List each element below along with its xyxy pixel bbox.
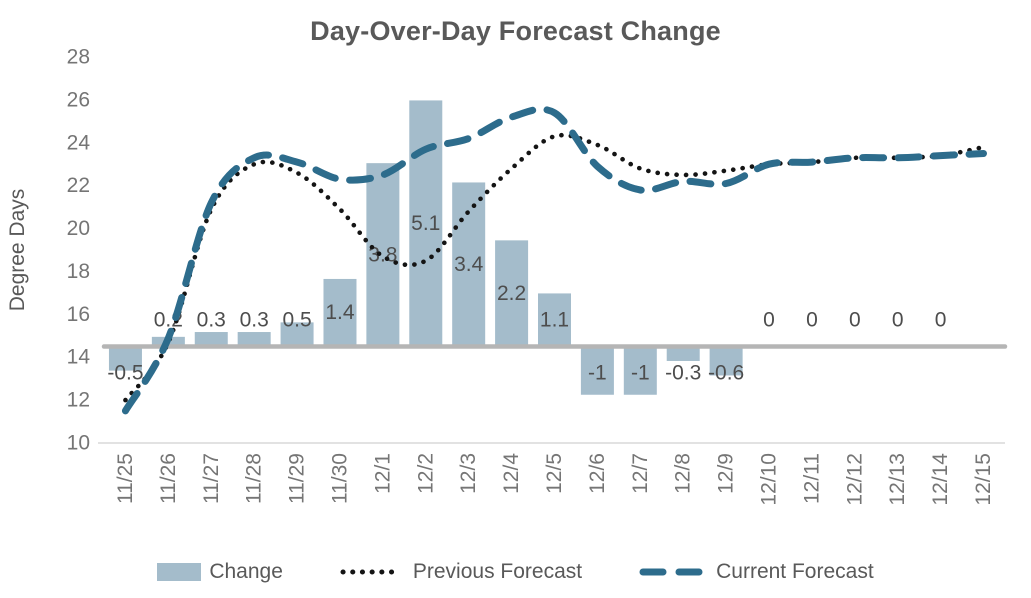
x-tick-label: 12/14 bbox=[929, 453, 952, 506]
change-bar bbox=[194, 332, 228, 347]
y-tick-label: 16 bbox=[67, 303, 90, 326]
bar-data-label: 2.2 bbox=[497, 282, 526, 305]
bar-data-label: 1.4 bbox=[325, 301, 355, 324]
bar-data-label: -0.3 bbox=[665, 362, 701, 385]
bar-data-label: 3.4 bbox=[454, 253, 484, 276]
bar-data-label: 0 bbox=[935, 309, 947, 332]
bar-data-label: 0.3 bbox=[197, 309, 226, 332]
change-bar bbox=[409, 100, 443, 347]
bar-data-label: -1 bbox=[588, 362, 607, 385]
x-tick-label: 12/7 bbox=[629, 453, 652, 494]
legend-item-current-forecast[interactable]: Current Forecast bbox=[638, 560, 874, 584]
legend-label-previous-forecast: Previous Forecast bbox=[412, 560, 583, 583]
x-tick-label: 12/2 bbox=[414, 453, 437, 494]
change-bar bbox=[709, 346, 743, 376]
x-tick-label: 12/10 bbox=[758, 453, 781, 506]
y-tick-label: 18 bbox=[67, 260, 90, 283]
bar-data-label: 0 bbox=[806, 309, 818, 332]
y-tick-label: 10 bbox=[67, 432, 90, 455]
bar-data-label: 0.5 bbox=[282, 309, 311, 332]
y-tick-label: 28 bbox=[67, 46, 90, 69]
x-tick-label: 12/4 bbox=[500, 453, 523, 494]
previous-forecast-line bbox=[123, 132, 986, 403]
x-tick-label: 12/8 bbox=[672, 453, 695, 494]
x-tick-label: 11/30 bbox=[328, 453, 351, 504]
bar-data-label: -0.5 bbox=[107, 362, 143, 385]
y-tick-label: 22 bbox=[67, 174, 90, 197]
change-bar bbox=[623, 346, 657, 395]
change-bar bbox=[495, 240, 529, 347]
x-tick-label: 12/11 bbox=[800, 453, 823, 504]
change-bar bbox=[538, 293, 571, 347]
bar-data-label: 1.1 bbox=[540, 308, 569, 331]
y-tick-label: 20 bbox=[67, 217, 90, 240]
x-tick-label: 12/12 bbox=[843, 453, 866, 506]
x-tick-label: 12/9 bbox=[715, 453, 738, 494]
legend-item-previous-forecast[interactable]: Previous Forecast bbox=[339, 560, 582, 584]
y-tick-label: 24 bbox=[67, 131, 91, 154]
x-tick-label: 11/25 bbox=[114, 453, 137, 504]
chart-title: Day-Over-Day Forecast Change bbox=[310, 16, 721, 46]
dashed-line-swatch bbox=[639, 568, 708, 576]
bar-data-label: -1 bbox=[631, 362, 650, 385]
bar-data-label: 0.3 bbox=[240, 309, 269, 332]
x-tick-label: 11/29 bbox=[286, 453, 309, 504]
x-tick-label: 12/6 bbox=[586, 453, 609, 494]
legend-item-change[interactable]: Change bbox=[157, 560, 283, 584]
bar-data-label: 5.1 bbox=[411, 212, 440, 235]
bar-data-label: 0 bbox=[763, 309, 775, 332]
change-bar bbox=[366, 163, 400, 347]
y-tick-label: 26 bbox=[67, 88, 90, 111]
bar-data-label: 0 bbox=[849, 309, 861, 332]
change-bar bbox=[580, 346, 614, 395]
change-bar bbox=[280, 322, 314, 347]
bar-data-label: 3.8 bbox=[368, 243, 397, 266]
x-tick-label: 11/27 bbox=[200, 453, 223, 504]
change-bar bbox=[108, 346, 142, 371]
y-tick-label: 12 bbox=[67, 389, 90, 412]
x-tick-label: 12/3 bbox=[457, 453, 480, 494]
change-bar-swatch bbox=[157, 563, 202, 581]
x-tick-label: 12/13 bbox=[886, 453, 909, 506]
legend-label-change: Change bbox=[209, 560, 283, 583]
y-tick-label: 14 bbox=[67, 346, 91, 369]
bar-data-label: 0 bbox=[892, 309, 904, 332]
bar-data-label: -0.6 bbox=[708, 362, 744, 385]
dotted-line-swatch bbox=[340, 569, 404, 575]
change-bar bbox=[237, 332, 271, 347]
legend: Change Previous Forecast Current Forecas… bbox=[0, 560, 1031, 584]
change-bar bbox=[323, 278, 357, 347]
x-tick-label: 12/1 bbox=[371, 453, 394, 494]
change-bar bbox=[666, 346, 700, 361]
x-tick-label: 11/26 bbox=[157, 453, 180, 504]
current-forecast-line bbox=[121, 105, 987, 415]
x-tick-label: 12/5 bbox=[543, 453, 566, 494]
x-tick-label: 12/15 bbox=[972, 453, 995, 506]
legend-label-current-forecast: Current Forecast bbox=[716, 560, 874, 583]
x-tick-label: 11/28 bbox=[243, 453, 266, 504]
change-bar bbox=[452, 182, 486, 347]
